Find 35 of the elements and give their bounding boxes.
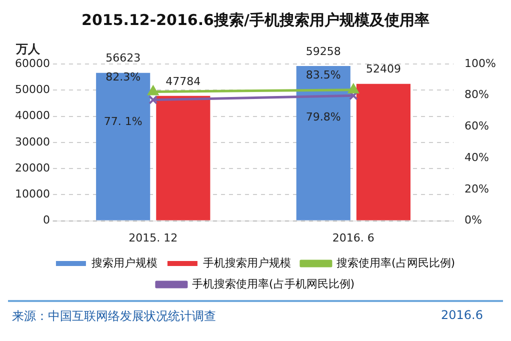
- y2-tick-label: 40%: [464, 150, 490, 164]
- bar: [96, 72, 150, 220]
- y2-tick-label: 0%: [464, 214, 482, 227]
- y2-tick-label: 20%: [464, 182, 490, 196]
- x-tick-label: 2016. 6: [332, 231, 374, 244]
- y-tick-label: 20000: [14, 161, 50, 174]
- chart-title: 2015.12-2016.6搜索/手机搜索用户规模及使用率: [82, 10, 430, 29]
- y2-tick-label: 80%: [464, 88, 490, 102]
- legend-label: 搜索使用率(占网民比例): [336, 256, 456, 270]
- y-tick-label: 50000: [14, 82, 50, 96]
- y-tick-label: 10000: [14, 188, 50, 201]
- bar: [296, 66, 350, 220]
- legend-label: 搜索用户规模: [91, 256, 158, 270]
- data-label: 82.3%: [106, 70, 141, 84]
- y-tick-label: 0: [42, 214, 50, 227]
- data-label: 77. 1%: [104, 114, 142, 128]
- y2-tick-label: 60%: [464, 120, 490, 133]
- data-label: 56623: [106, 52, 141, 65]
- data-label: 59258: [306, 44, 341, 58]
- y-tick-label: 60000: [14, 56, 50, 70]
- source-note: 来源：中国互联网络发展状况统计调查: [12, 308, 216, 325]
- y-tick-label: 30000: [14, 135, 50, 148]
- data-label: 47784: [166, 74, 201, 88]
- y2-tick-label: 100%: [464, 56, 496, 70]
- bar: [356, 84, 410, 220]
- x-tick-label: 2015. 12: [128, 231, 178, 244]
- legend-label: 手机搜索使用率(占手机网民比例): [192, 277, 355, 290]
- y-tick-label: 40000: [14, 109, 50, 122]
- y-axis-title: 万人: [15, 42, 41, 56]
- data-label: 79.8%: [306, 110, 341, 124]
- bar: [156, 96, 210, 220]
- legend-label: 手机搜索用户规模: [202, 256, 291, 270]
- text: 2016.6: [441, 308, 483, 324]
- data-label: 83.5%: [306, 68, 341, 82]
- data-label: 52409: [366, 62, 401, 76]
